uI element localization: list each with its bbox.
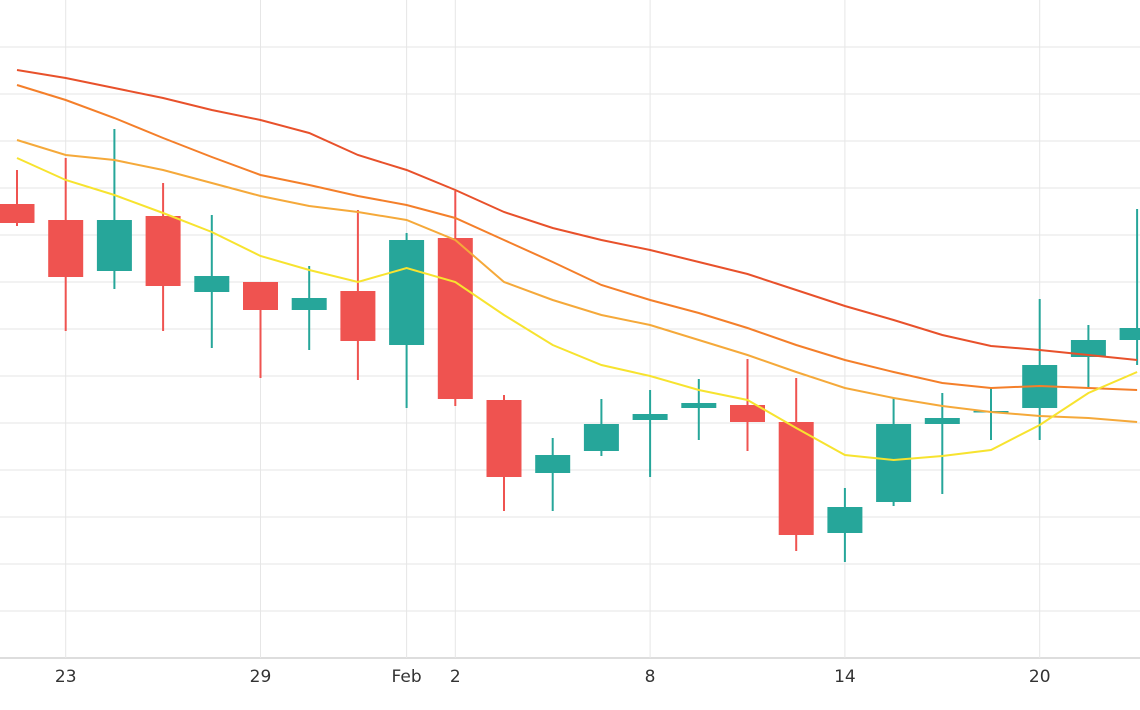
- x-tick-label: 14: [834, 667, 856, 687]
- x-tick-label: 20: [1029, 667, 1051, 687]
- candle-body: [437, 238, 473, 399]
- x-tick-label: 8: [645, 667, 656, 687]
- x-tick-label: Feb: [392, 667, 422, 687]
- x-tick-label: 29: [250, 667, 272, 687]
- candle-body: [778, 422, 814, 535]
- candle-body: [632, 414, 668, 420]
- candle-body: [194, 276, 230, 292]
- candle-body: [243, 282, 278, 310]
- candle-body: [486, 400, 522, 477]
- x-tick-label: 2: [450, 667, 461, 687]
- candle-body: [389, 240, 425, 345]
- candle-body: [876, 424, 912, 502]
- candle-body: [827, 507, 863, 533]
- candle-body: [48, 220, 84, 277]
- candle-body: [681, 403, 717, 408]
- candle-body: [1070, 340, 1106, 357]
- candle-body: [535, 455, 571, 473]
- candle-body: [96, 220, 132, 271]
- candle-body: [340, 291, 376, 341]
- moving-average-line: [16, 157, 1138, 462]
- moving-average-line: [16, 139, 1138, 423]
- candle-body: [924, 418, 960, 424]
- candle-body: [291, 298, 327, 310]
- candle-body: [583, 424, 619, 451]
- candle-body: [145, 216, 181, 286]
- candle-body: [1119, 328, 1140, 340]
- candle-body: [730, 405, 765, 422]
- x-tick-label: 23: [55, 667, 77, 687]
- candle-body: [0, 204, 35, 223]
- moving-average-line: [16, 84, 1138, 391]
- moving-average-line: [16, 69, 1138, 361]
